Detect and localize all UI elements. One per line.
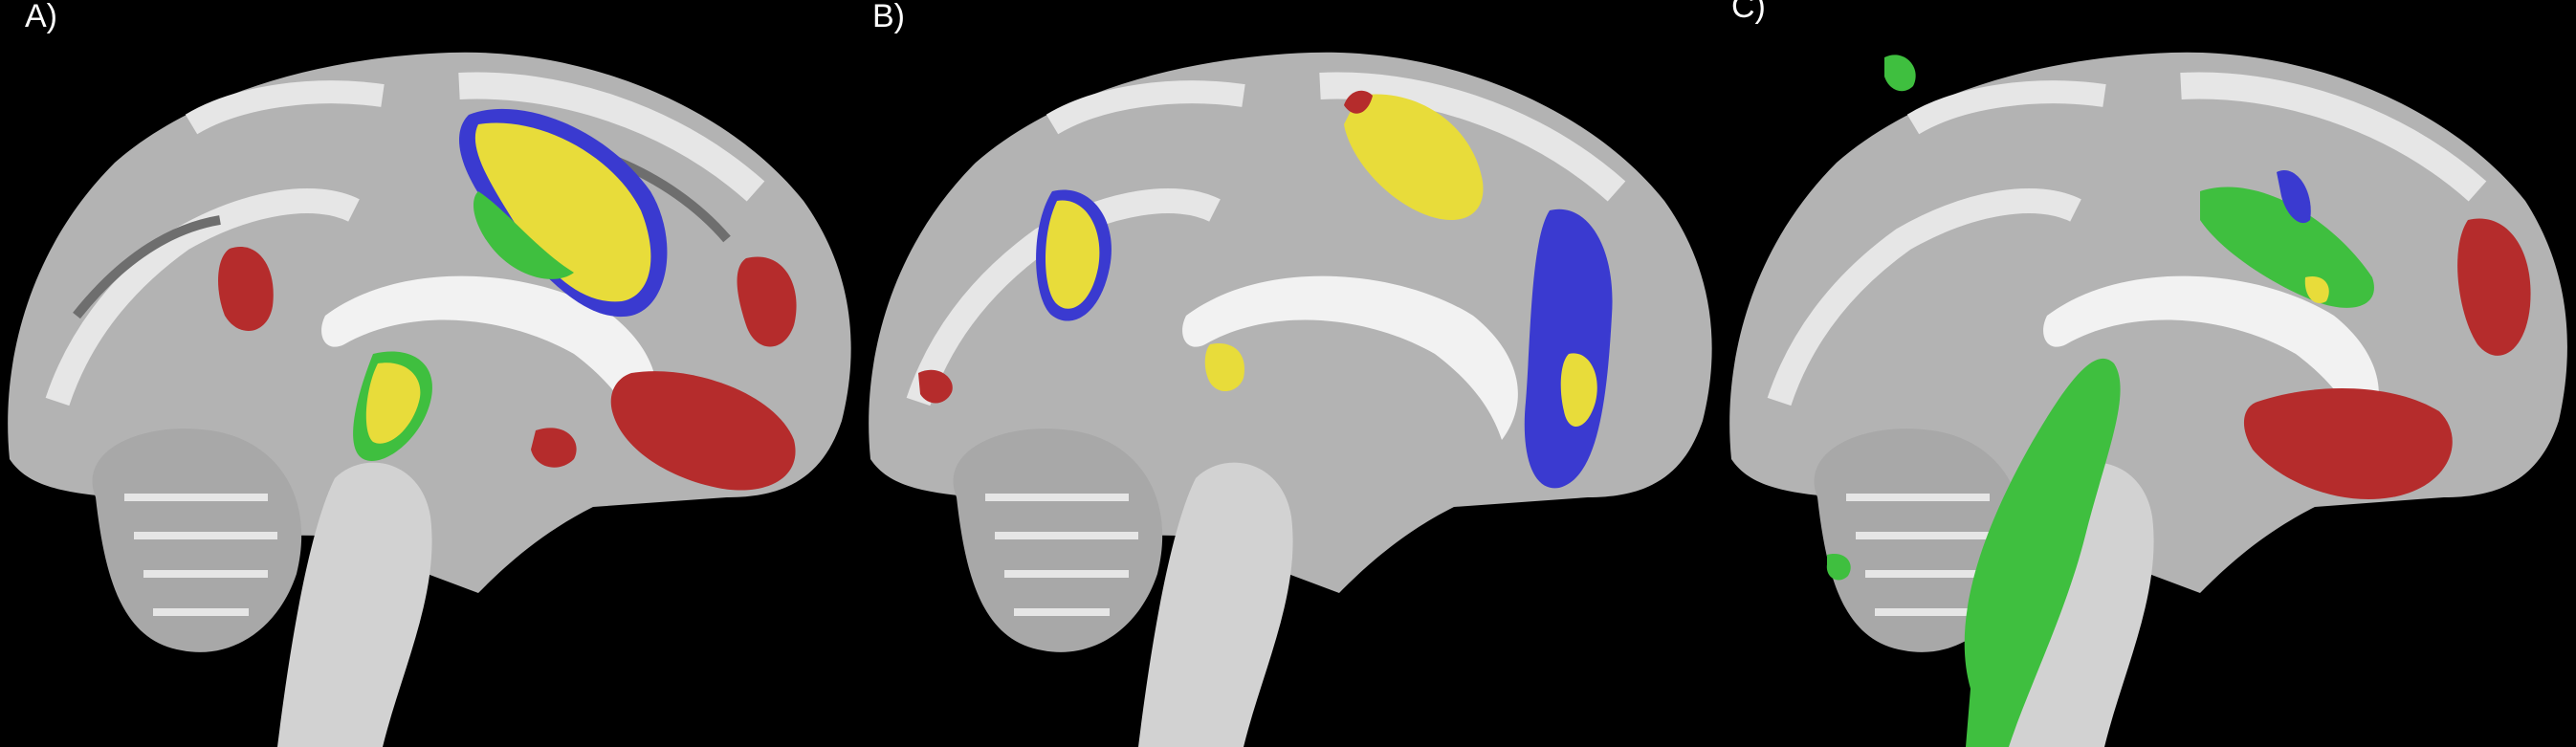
panel-b: B) — [861, 0, 1722, 747]
panel-label-a: A) — [25, 0, 57, 34]
sagittal-slice-c — [1729, 52, 2567, 747]
corpus-callosum-c — [2043, 275, 2379, 440]
brainstem-a — [277, 462, 432, 747]
brainstem-b — [1138, 462, 1293, 747]
panel-label-c: C) — [1731, 0, 1766, 25]
corpus-callosum-a — [321, 275, 657, 440]
panel-label-b: B) — [872, 0, 905, 34]
panel-c: C) — [1722, 0, 2576, 747]
sagittal-slice-a — [8, 52, 851, 747]
corpus-callosum-b — [1182, 275, 1518, 440]
cerebellum-a — [92, 428, 302, 652]
cerebellum-b — [953, 428, 1163, 652]
panel-a: A) — [0, 0, 861, 747]
sagittal-slice-b — [869, 52, 1712, 747]
